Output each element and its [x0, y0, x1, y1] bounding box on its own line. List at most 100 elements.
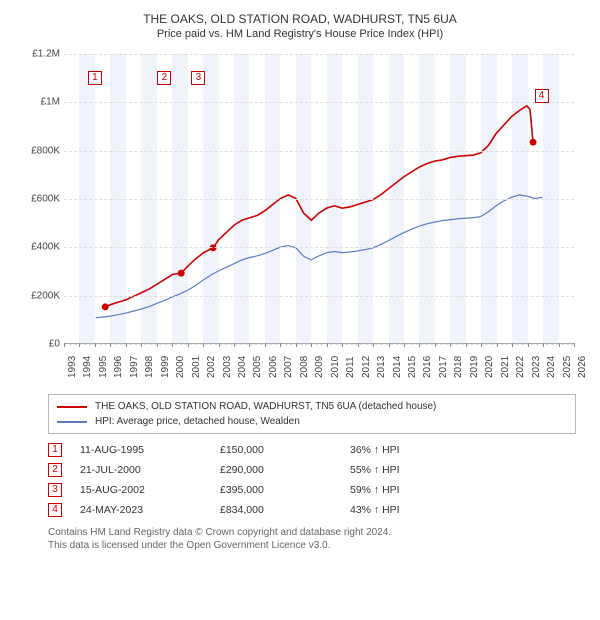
y-tick-label: £800K: [20, 145, 60, 156]
x-tick-label: 2000: [175, 356, 186, 378]
x-tick-mark: [528, 343, 529, 347]
x-tick-label: 2018: [453, 356, 464, 378]
sale-marker-label: 2: [157, 71, 171, 85]
x-tick-mark: [373, 343, 374, 347]
x-tick-mark: [265, 343, 266, 347]
x-tick-label: 2026: [577, 356, 588, 378]
x-tick-mark: [64, 343, 65, 347]
legend-item: HPI: Average price, detached house, Weal…: [57, 414, 567, 429]
x-tick-mark: [110, 343, 111, 347]
x-tick-label: 2015: [407, 356, 418, 378]
sale-marker-label: 3: [191, 71, 205, 85]
y-gridline: [64, 54, 574, 55]
x-tick-label: 2021: [500, 356, 511, 378]
x-tick-mark: [497, 343, 498, 347]
sale-row-date: 11-AUG-1995: [80, 444, 220, 456]
legend-label: THE OAKS, OLD STATION ROAD, WADHURST, TN…: [95, 401, 436, 412]
legend-label: HPI: Average price, detached house, Weal…: [95, 416, 300, 427]
x-tick-mark: [327, 343, 328, 347]
x-tick-mark: [296, 343, 297, 347]
x-tick-mark: [466, 343, 467, 347]
x-tick-mark: [543, 343, 544, 347]
x-tick-label: 2004: [237, 356, 248, 378]
page-title: THE OAKS, OLD STATION ROAD, WADHURST, TN…: [10, 12, 590, 26]
x-tick-label: 2016: [422, 356, 433, 378]
sale-row: 111-AUG-1995£150,00036% ↑ HPI: [48, 440, 576, 460]
x-tick-mark: [280, 343, 281, 347]
x-tick-label: 2002: [206, 356, 217, 378]
x-tick-mark: [126, 343, 127, 347]
x-tick-label: 2019: [469, 356, 480, 378]
x-tick-label: 2011: [345, 356, 356, 378]
x-tick-label: 1996: [113, 356, 124, 378]
plot-area: £0£200K£400K£600K£800K£1M£1.2M1993199419…: [64, 54, 574, 344]
x-tick-label: 2020: [484, 356, 495, 378]
sale-row-price: £290,000: [220, 464, 350, 476]
x-tick-label: 1997: [129, 356, 140, 378]
x-tick-mark: [157, 343, 158, 347]
x-tick-mark: [512, 343, 513, 347]
x-tick-mark: [574, 343, 575, 347]
x-tick-mark: [358, 343, 359, 347]
sale-row-price: £395,000: [220, 484, 350, 496]
x-tick-label: 1995: [98, 356, 109, 378]
x-tick-label: 1998: [144, 356, 155, 378]
x-tick-mark: [342, 343, 343, 347]
chart: £0£200K£400K£600K£800K£1M£1.2M1993199419…: [20, 48, 580, 388]
footnote-line: Contains HM Land Registry data © Crown c…: [48, 526, 576, 539]
x-tick-label: 2009: [314, 356, 325, 378]
y-tick-label: £1M: [20, 97, 60, 108]
x-tick-mark: [188, 343, 189, 347]
x-tick-mark: [419, 343, 420, 347]
x-tick-label: 2005: [252, 356, 263, 378]
x-tick-label: 2013: [376, 356, 387, 378]
legend-swatch: [57, 421, 87, 423]
x-tick-mark: [249, 343, 250, 347]
sale-row-index: 3: [48, 483, 62, 497]
x-tick-label: 2014: [392, 356, 403, 378]
x-tick-label: 2017: [438, 356, 449, 378]
x-tick-mark: [79, 343, 80, 347]
footnote-line: This data is licensed under the Open Gov…: [48, 539, 576, 552]
sale-dot: [178, 270, 185, 277]
sale-row-pct: 55% ↑ HPI: [350, 464, 480, 476]
sale-row: 2 21-JUL-2000£290,00055% ↑ HPI: [48, 460, 576, 480]
x-tick-label: 1994: [82, 356, 93, 378]
sale-row-pct: 43% ↑ HPI: [350, 504, 480, 516]
y-gridline: [64, 296, 574, 297]
x-tick-mark: [95, 343, 96, 347]
x-tick-mark: [389, 343, 390, 347]
y-tick-label: £600K: [20, 194, 60, 205]
sale-marker-label: 4: [535, 89, 549, 103]
x-tick-label: 2003: [222, 356, 233, 378]
sale-row: 315-AUG-2002£395,00059% ↑ HPI: [48, 480, 576, 500]
x-tick-mark: [481, 343, 482, 347]
sale-marker-label: 1: [88, 71, 102, 85]
footnote: Contains HM Land Registry data © Crown c…: [48, 526, 576, 552]
sale-dot: [102, 303, 109, 310]
x-tick-label: 1993: [67, 356, 78, 378]
y-tick-label: £400K: [20, 242, 60, 253]
x-tick-label: 2025: [562, 356, 573, 378]
sale-row: 424-MAY-2023£834,00043% ↑ HPI: [48, 500, 576, 520]
x-tick-label: 2001: [191, 356, 202, 378]
x-tick-mark: [219, 343, 220, 347]
x-tick-label: 2023: [531, 356, 542, 378]
x-tick-mark: [311, 343, 312, 347]
x-tick-mark: [234, 343, 235, 347]
x-tick-mark: [559, 343, 560, 347]
x-tick-mark: [141, 343, 142, 347]
sale-row-index: 2: [48, 463, 62, 477]
y-gridline: [64, 151, 574, 152]
x-tick-label: 2022: [515, 356, 526, 378]
sale-row-date: 15-AUG-2002: [80, 484, 220, 496]
sale-row-date: 21-JUL-2000: [80, 464, 220, 476]
x-tick-label: 2006: [268, 356, 279, 378]
series-line-property: [105, 106, 533, 307]
x-tick-label: 2012: [361, 356, 372, 378]
page-subtitle: Price paid vs. HM Land Registry's House …: [10, 28, 590, 40]
x-tick-label: 2008: [299, 356, 310, 378]
sales-table: 111-AUG-1995£150,00036% ↑ HPI 2 21-JUL-200…: [48, 440, 576, 520]
x-tick-label: 2007: [283, 356, 294, 378]
y-tick-label: £1.2M: [20, 49, 60, 60]
